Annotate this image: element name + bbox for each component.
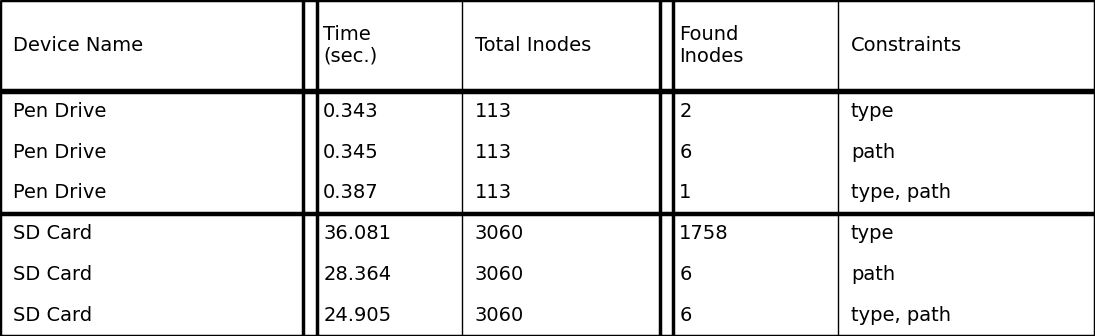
Text: Time
(sec.): Time (sec.)	[323, 25, 378, 66]
Text: 1758: 1758	[679, 224, 729, 243]
Text: 2: 2	[679, 102, 692, 121]
Text: Pen Drive: Pen Drive	[13, 183, 106, 202]
Text: 0.343: 0.343	[323, 102, 379, 121]
Text: 28.364: 28.364	[323, 265, 391, 284]
Text: 0.345: 0.345	[323, 142, 379, 162]
Text: type: type	[851, 224, 895, 243]
Text: type, path: type, path	[851, 183, 950, 202]
Text: Found
Inodes: Found Inodes	[679, 25, 744, 66]
Text: path: path	[851, 142, 895, 162]
Text: Device Name: Device Name	[13, 36, 143, 55]
Text: 1: 1	[679, 183, 692, 202]
Text: type, path: type, path	[851, 306, 950, 325]
Text: SD Card: SD Card	[13, 306, 92, 325]
Text: Pen Drive: Pen Drive	[13, 102, 106, 121]
Text: SD Card: SD Card	[13, 265, 92, 284]
Text: type: type	[851, 102, 895, 121]
Text: Pen Drive: Pen Drive	[13, 142, 106, 162]
Text: 6: 6	[679, 142, 692, 162]
Text: 3060: 3060	[475, 306, 525, 325]
Text: SD Card: SD Card	[13, 224, 92, 243]
Text: 113: 113	[475, 142, 512, 162]
Text: 113: 113	[475, 183, 512, 202]
Text: Constraints: Constraints	[851, 36, 963, 55]
Text: 0.387: 0.387	[323, 183, 379, 202]
Text: 113: 113	[475, 102, 512, 121]
Text: 36.081: 36.081	[323, 224, 391, 243]
Text: 24.905: 24.905	[323, 306, 391, 325]
Text: Total Inodes: Total Inodes	[475, 36, 591, 55]
Text: 6: 6	[679, 306, 692, 325]
Text: 3060: 3060	[475, 224, 525, 243]
Text: 6: 6	[679, 265, 692, 284]
Text: 3060: 3060	[475, 265, 525, 284]
Text: path: path	[851, 265, 895, 284]
